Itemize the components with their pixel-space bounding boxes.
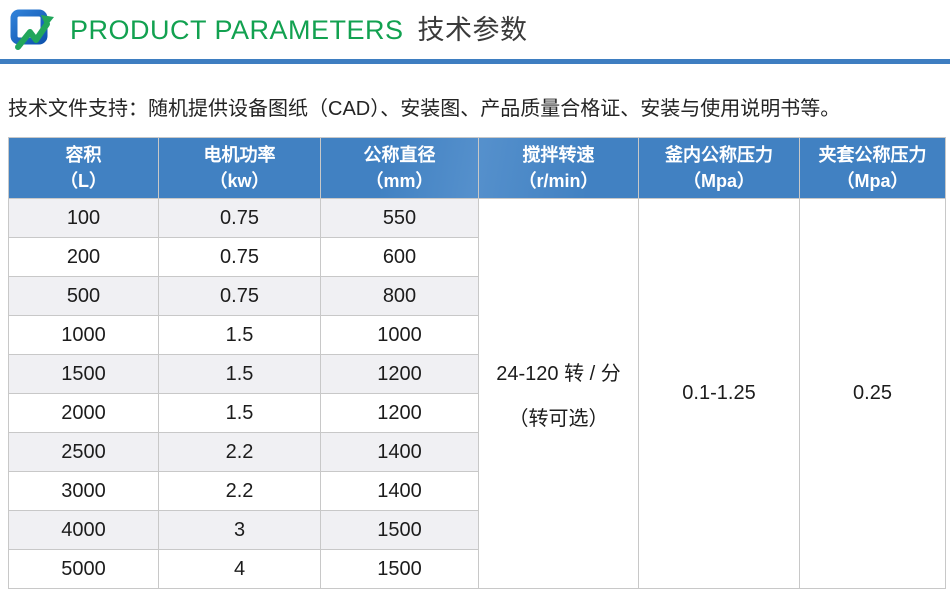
table-cell-col1: 1500 — [8, 354, 159, 394]
table-cell-col3: 1500 — [320, 549, 479, 589]
jacket-pressure-cell: 0.25 — [799, 198, 946, 589]
table-cell-col1: 100 — [8, 198, 159, 238]
table-cell-col2: 2.2 — [158, 471, 321, 511]
spec-table-body: 100 0.75 550 24-120 转 / 分（转可选） 0.1-1.25 0.25 2… — [8, 198, 946, 589]
table-cell-col2: 1.5 — [158, 393, 321, 433]
section-header: PRODUCT PARAMETERS 技术参数 — [8, 6, 528, 54]
page-title: PRODUCT PARAMETERS 技术参数 — [70, 6, 528, 54]
table-cell-col3: 1200 — [320, 393, 479, 433]
table-row: 2500 2.2 1400 — [8, 432, 946, 472]
table-cell-col3: 1400 — [320, 471, 479, 511]
table-cell-col2: 1.5 — [158, 315, 321, 355]
table-cell-col2: 0.75 — [158, 237, 321, 277]
table-row: 3000 2.2 1400 — [8, 471, 946, 511]
table-row: 2000 1.5 1200 — [8, 393, 946, 433]
table-cell-col3: 1000 — [320, 315, 479, 355]
table-row: 4000 3 1500 — [8, 510, 946, 550]
table-cell-col3: 1500 — [320, 510, 479, 550]
table-cell-col1: 2500 — [8, 432, 159, 472]
table-row: 1500 1.5 1200 — [8, 354, 946, 394]
table-cell-col1: 5000 — [8, 549, 159, 589]
table-cell-col3: 550 — [320, 198, 479, 238]
table-cell-col1: 3000 — [8, 471, 159, 511]
table-cell-col2: 3 — [158, 510, 321, 550]
tech-support-note: 技术文件支持：随机提供设备图纸（CAD）、安装图、产品质量合格证、安装与使用说明… — [8, 98, 841, 120]
table-cell-col2: 4 — [158, 549, 321, 589]
table-cell-col1: 1000 — [8, 315, 159, 355]
column-header-4: 搅拌转速 （r/min） — [478, 137, 639, 199]
table-cell-col1: 4000 — [8, 510, 159, 550]
column-header-6: 夹套公称压力 （Mpa） — [799, 137, 946, 199]
column-header-3: 公称直径 （mm） — [320, 137, 479, 199]
title-chinese: 技术参数 — [417, 15, 528, 45]
table-row: 500 0.75 800 — [8, 276, 946, 316]
header-divider-line — [0, 59, 950, 64]
title-english: PRODUCT PARAMETERS — [70, 15, 404, 45]
monitor-zigzag-logo-icon — [10, 9, 54, 50]
table-cell-col2: 0.75 — [158, 276, 321, 316]
table-cell-col2: 1.5 — [158, 354, 321, 394]
table-cell-col1: 2000 — [8, 393, 159, 433]
table-cell-col3: 600 — [320, 237, 479, 277]
column-header-2: 电机功率 （kw） — [158, 137, 321, 199]
table-cell-col3: 1200 — [320, 354, 479, 394]
table-cell-col1: 500 — [8, 276, 159, 316]
table-row: 5000 4 1500 — [8, 549, 946, 589]
kettle-pressure-cell: 0.1-1.25 — [638, 198, 800, 589]
table-row: 100 0.75 550 24-120 转 / 分（转可选） 0.1-1.25 0.25 — [8, 198, 946, 589]
table-cell-col3: 1400 — [320, 432, 479, 472]
table-cell-col3: 800 — [320, 276, 479, 316]
table-cell-col2: 0.75 — [158, 198, 321, 238]
stir-speed-cell: 24-120 转 / 分（转可选） — [478, 198, 639, 589]
spec-table-header-row: 容积 （L） 电机功率 （kw） 公称直径 （mm） 搅拌转速 （r/min） 釜内公称压力 （M… — [8, 137, 946, 199]
table-cell-col2: 2.2 — [158, 432, 321, 472]
column-header-1: 容积 （L） — [8, 137, 159, 199]
spec-table: 容积 （L） 电机功率 （kw） 公称直径 （mm） 搅拌转速 （r/min） 釜内公称压力 （M… — [8, 137, 946, 589]
table-cell-col1: 200 — [8, 237, 159, 277]
column-header-5: 釜内公称压力 （Mpa） — [638, 137, 800, 199]
table-row: 1000 1.5 1000 — [8, 315, 946, 355]
